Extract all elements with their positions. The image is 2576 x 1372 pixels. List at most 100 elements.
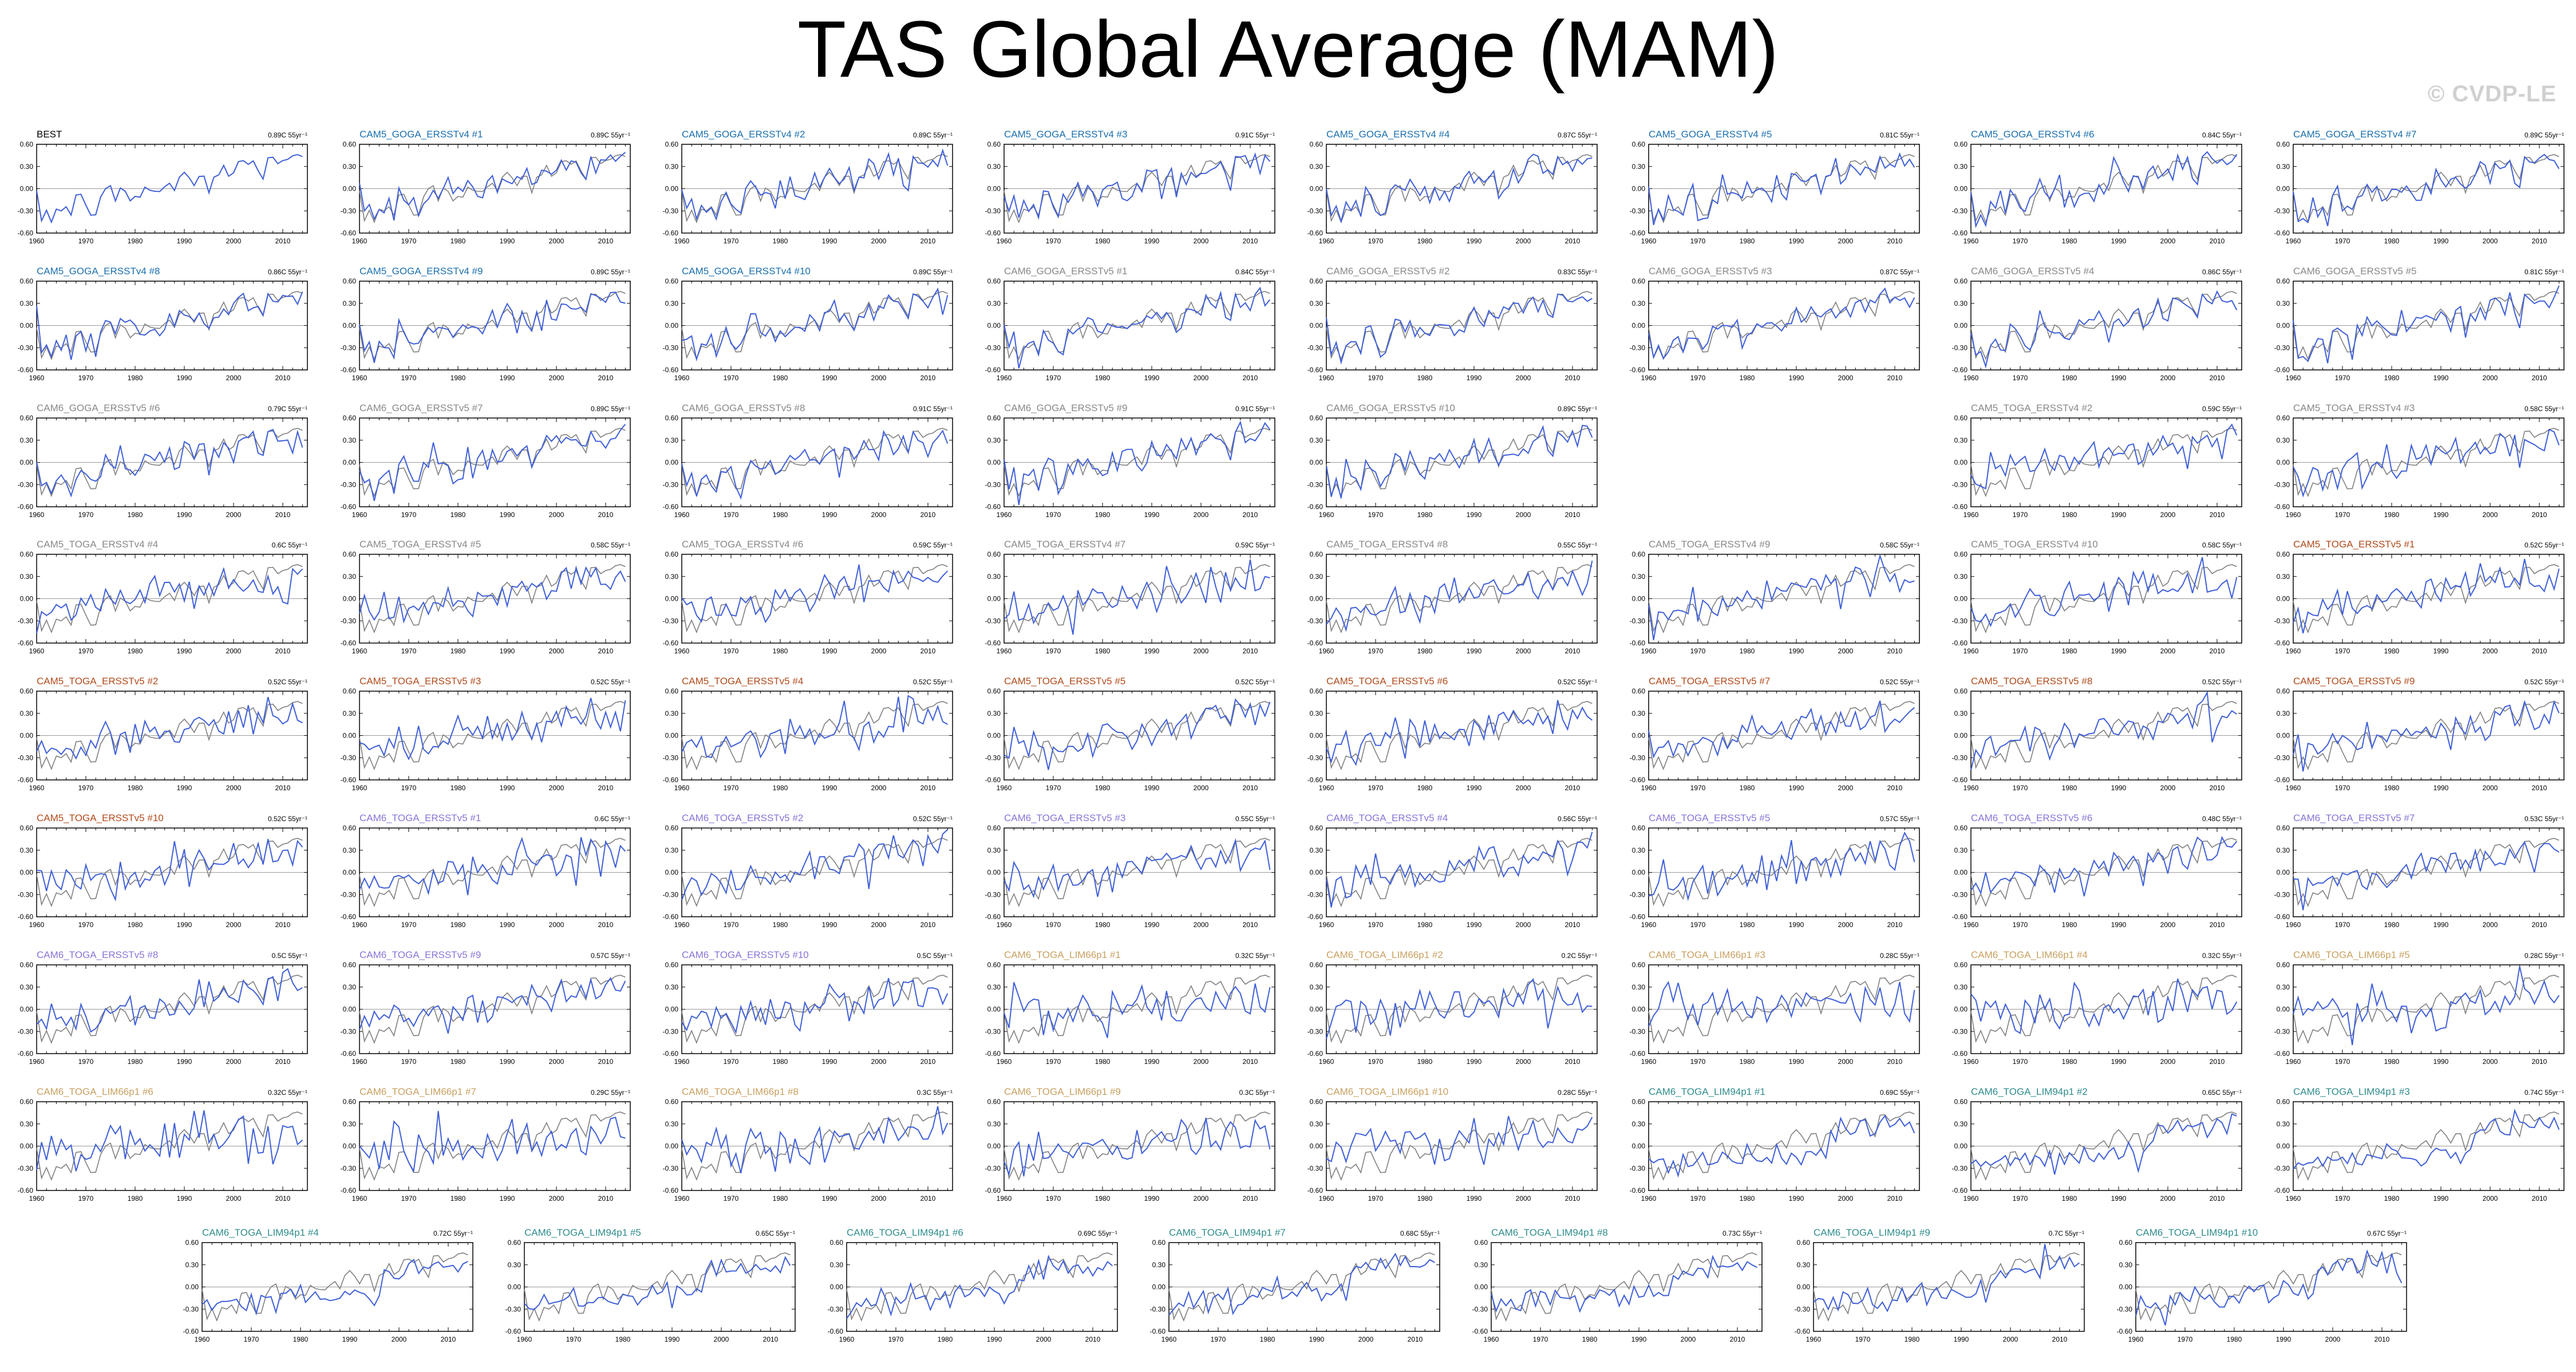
sim-series-line xyxy=(1648,287,1915,360)
x-tick-label: 1990 xyxy=(822,1194,837,1203)
y-tick-label: 0.60 xyxy=(1954,140,1968,148)
x-tick-label: 1980 xyxy=(128,374,143,382)
y-tick-label: 0.30 xyxy=(20,163,34,171)
x-tick-label: 2010 xyxy=(275,374,291,382)
obs-series-line xyxy=(1326,838,1593,908)
panel: CAM6_GOGA_ERSSTv5 #6 0.79C 55yr⁻¹ 0.60 0.30… xyxy=(18,403,308,519)
x-tick-label: 2010 xyxy=(1243,374,1258,382)
y-tick-label: -0.30 xyxy=(2274,1027,2290,1035)
y-tick-label: -0.60 xyxy=(341,366,357,374)
x-tick-label: 1960 xyxy=(674,1194,690,1203)
panel: CAM6_TOGA_ERSSTv5 #9 0.57C 55yr⁻¹ 0.60 0.30… xyxy=(341,949,631,1066)
panel: CAM6_TOGA_ERSSTv5 #7 0.53C 55yr⁻¹ 0.60 0.30… xyxy=(2274,813,2565,929)
x-tick-label: 2000 xyxy=(2160,784,2176,792)
obs-series-line xyxy=(359,291,626,361)
y-tick-label: 0.30 xyxy=(1632,163,1646,171)
y-tick-label: -0.30 xyxy=(985,207,1001,215)
x-tick-label: 1990 xyxy=(177,511,192,519)
obs-series-line xyxy=(1326,154,1593,224)
y-tick-label: -0.30 xyxy=(18,344,34,352)
panel-trend: 0.5C 55yr⁻¹ xyxy=(272,952,307,960)
y-tick-label: 0.00 xyxy=(1310,1142,1323,1150)
y-tick-label: 0.60 xyxy=(20,687,34,695)
panel-trend: 0.52C 55yr⁻¹ xyxy=(2524,541,2564,549)
x-tick-label: 1980 xyxy=(451,511,466,519)
y-tick-label: 0.00 xyxy=(987,459,1001,467)
y-tick-label: 0.60 xyxy=(20,277,34,285)
y-tick-label: -0.30 xyxy=(1630,1027,1646,1035)
panel-title: CAM6_TOGA_LIM66p1 #10 xyxy=(1326,1086,1448,1097)
y-tick-label: 0.00 xyxy=(1310,459,1323,467)
y-tick-label: 0.00 xyxy=(665,322,679,330)
panel-trend: 0.91C 55yr⁻¹ xyxy=(1235,131,1275,139)
y-tick-label: 0.00 xyxy=(20,595,34,603)
y-tick-label: -0.30 xyxy=(341,344,357,352)
y-tick-label: -0.60 xyxy=(985,503,1001,511)
y-tick-label: -0.60 xyxy=(1630,229,1646,237)
x-tick-label: 1970 xyxy=(2335,784,2350,792)
x-tick-label: 1960 xyxy=(997,237,1012,245)
y-tick-label: 0.30 xyxy=(665,163,679,171)
obs-series-line xyxy=(36,564,303,634)
sim-series-line xyxy=(1970,423,2238,490)
panel-title: CAM6_GOGA_ERSSTv5 #2 xyxy=(1326,266,1449,277)
sim-series-line xyxy=(359,977,626,1034)
y-tick-label: 0.30 xyxy=(987,1120,1001,1128)
x-tick-label: 1970 xyxy=(401,647,417,655)
x-tick-label: 1960 xyxy=(29,921,45,929)
y-tick-label: 0.00 xyxy=(1954,185,1968,193)
panel: CAM5_GOGA_ERSSTv4 #5 0.81C 55yr⁻¹ 0.60 0.30… xyxy=(1630,129,1920,245)
panel-trend: 0.59C 55yr⁻¹ xyxy=(913,541,953,549)
x-tick-label: 1990 xyxy=(177,237,192,245)
x-tick-label: 1980 xyxy=(2062,511,2077,519)
x-tick-label: 1970 xyxy=(1046,1194,1061,1203)
obs-series-line xyxy=(36,838,303,908)
sim-series-line xyxy=(1648,554,1915,640)
x-tick-label: 1970 xyxy=(1046,647,1061,655)
panel: CAM5_TOGA_ERSSTv5 #9 0.52C 55yr⁻¹ 0.60 0.30… xyxy=(2274,676,2565,792)
x-tick-label: 2010 xyxy=(2210,237,2225,245)
y-tick-label: 0.30 xyxy=(343,983,357,991)
panel-title: CAM5_TOGA_ERSSTv4 #4 xyxy=(37,539,158,550)
panel: CAM6_TOGA_ERSSTv5 #6 0.48C 55yr⁻¹ 0.60 0.30… xyxy=(1952,813,2242,929)
panel-trend: 0.89C 55yr⁻¹ xyxy=(591,405,630,413)
panel-trend: 0.89C 55yr⁻¹ xyxy=(591,268,630,276)
y-tick-label: -0.60 xyxy=(663,776,679,784)
y-tick-label: -0.60 xyxy=(1307,229,1323,237)
x-tick-label: 1990 xyxy=(1789,374,1804,382)
y-tick-label: 0.00 xyxy=(987,869,1001,877)
panel-trend: 0.58C 55yr⁻¹ xyxy=(591,541,630,549)
x-tick-label: 1970 xyxy=(2013,647,2028,655)
y-tick-label: -0.60 xyxy=(985,1186,1001,1194)
sim-series-line xyxy=(359,565,626,624)
panel-title: CAM6_GOGA_ERSSTv5 #6 xyxy=(37,403,160,413)
y-tick-label: 0.30 xyxy=(20,573,34,581)
y-tick-label: 0.30 xyxy=(20,709,34,717)
x-tick-label: 1990 xyxy=(2111,511,2127,519)
y-tick-label: 0.30 xyxy=(20,846,34,854)
x-tick-label: 1970 xyxy=(1368,784,1384,792)
x-tick-label: 2010 xyxy=(2210,784,2225,792)
x-tick-label: 1980 xyxy=(1095,921,1111,929)
obs-series-line xyxy=(359,701,626,771)
panel: CAM6_TOGA_LIM66p1 #9 0.3C 55yr⁻¹ 0.60 0.30 0… xyxy=(985,1086,1275,1203)
y-tick-label: 0.00 xyxy=(1954,595,1968,603)
x-tick-label: 2000 xyxy=(1838,374,1854,382)
y-tick-label: -0.30 xyxy=(1952,890,1968,898)
y-tick-label: 0.00 xyxy=(1954,1006,1968,1014)
y-tick-label: 0.30 xyxy=(20,436,34,444)
panel-trend: 0.52C 55yr⁻¹ xyxy=(591,678,630,686)
y-tick-label: 0.30 xyxy=(1954,573,1968,581)
x-tick-label: 1960 xyxy=(997,647,1012,655)
panel: BEST 0.89C 55yr⁻¹0.600.300.00-0.30-0.6019… xyxy=(18,129,308,245)
sim-series-line xyxy=(1003,420,1271,506)
sim-series-line xyxy=(1970,557,2238,628)
x-tick-label: 2000 xyxy=(871,1194,887,1203)
panel-title: CAM6_TOGA_LIM66p1 #4 xyxy=(1971,949,2088,960)
y-tick-label: 0.00 xyxy=(20,1006,34,1014)
x-tick-label: 1980 xyxy=(1095,1194,1111,1203)
panel-trend: 0.52C 55yr⁻¹ xyxy=(268,815,307,823)
y-tick-label: 0.60 xyxy=(1310,687,1323,695)
y-tick-label: -0.60 xyxy=(18,1050,34,1058)
x-tick-label: 1960 xyxy=(29,647,45,655)
